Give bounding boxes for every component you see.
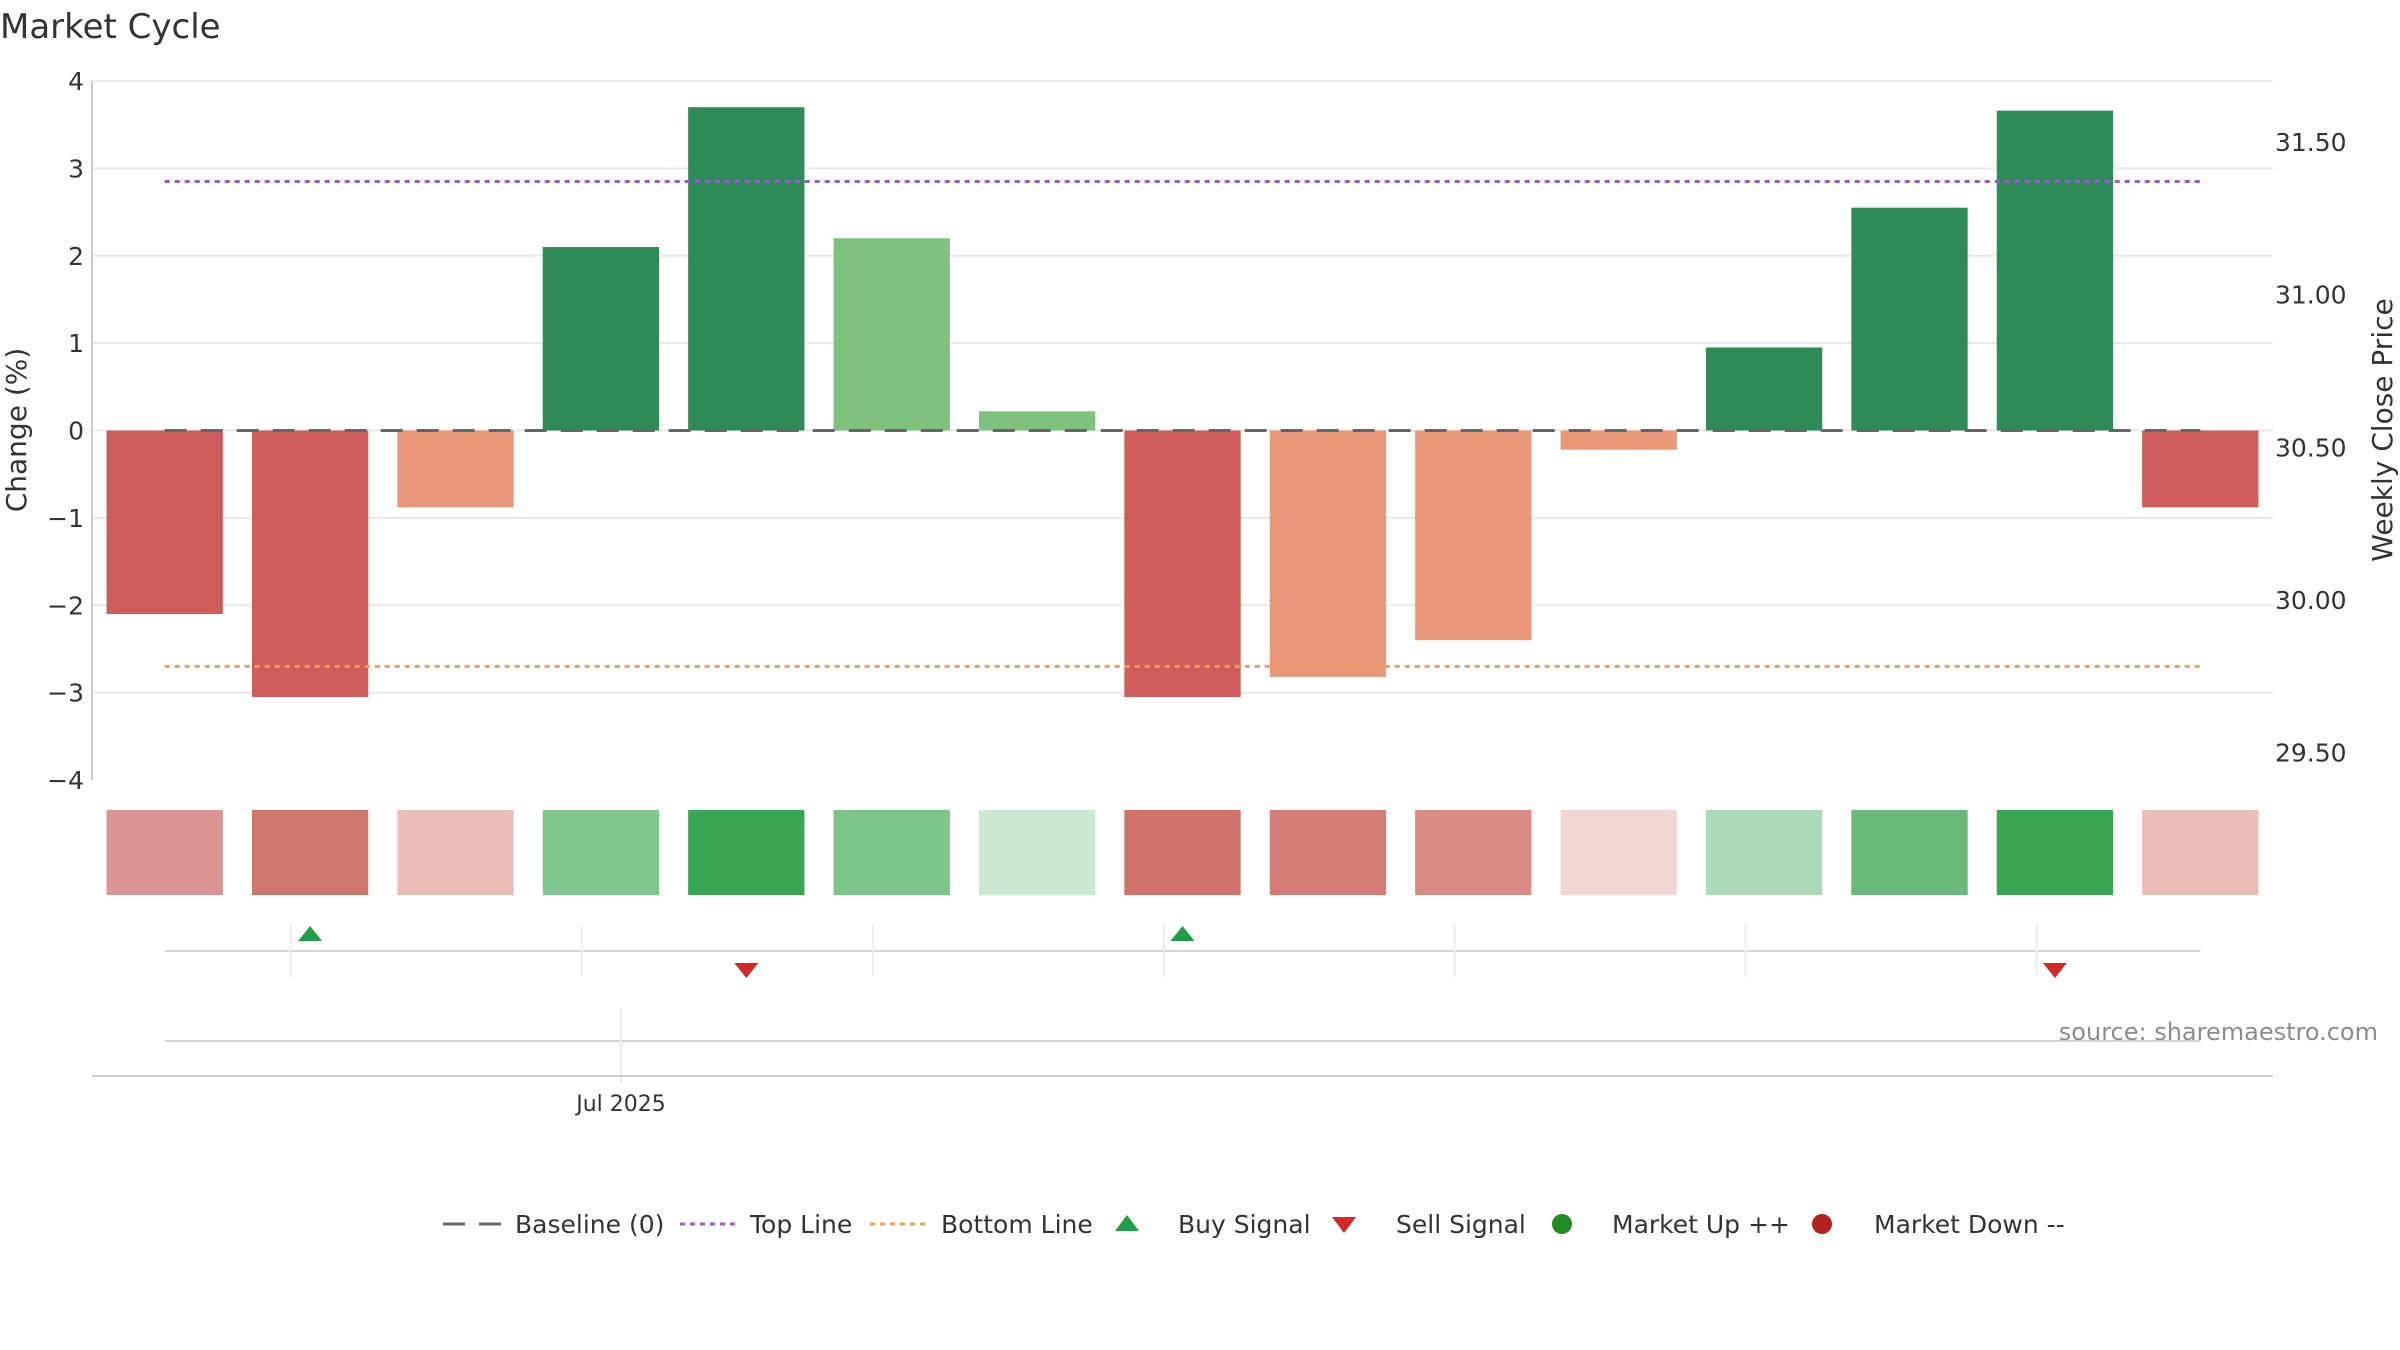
- heat-cell: [978, 810, 1096, 895]
- legend-label: Sell Signal: [1396, 1210, 1526, 1239]
- heat-cell: [2142, 810, 2259, 895]
- y-tick-label: 3: [68, 154, 84, 183]
- legend-sell-signal-swatch: [1332, 1217, 1356, 1233]
- bar: [1415, 430, 1532, 641]
- y2-tick-label: 30.50: [2275, 433, 2347, 462]
- legend: Baseline (0) Top Line Bottom Line Buy Signa…: [443, 1210, 2065, 1239]
- heat-cell: [833, 810, 950, 895]
- chart-title: Market Cycle: [0, 7, 221, 47]
- bar: [1851, 207, 1968, 431]
- heat-cell: [1851, 810, 1968, 895]
- legend-market-down-swatch: [1812, 1214, 1832, 1234]
- sell-signal-marker: [2042, 963, 2067, 978]
- y2-tick-label: 31.50: [2275, 128, 2347, 157]
- bar: [251, 430, 369, 697]
- legend-buy-signal-swatch: [1115, 1215, 1139, 1231]
- y-tick-label: 0: [68, 417, 84, 446]
- legend-market-up-swatch: [1552, 1214, 1572, 1234]
- y-tick-label: 1: [68, 329, 84, 358]
- y2-tick-label: 29.50: [2275, 739, 2347, 768]
- bar: [1705, 347, 1823, 431]
- heat-cell: [106, 810, 223, 895]
- y-axis-label: Change (%): [0, 348, 33, 513]
- bar: [1269, 430, 1387, 677]
- heat-cell: [1269, 810, 1387, 895]
- bar: [1560, 430, 1677, 450]
- bar: [106, 430, 223, 614]
- reference-lines: [164, 179, 2201, 668]
- y-tick-label: −2: [47, 591, 84, 620]
- axes: 4 3 2 1 0 −1 −2 −3 −4 31.50 31.00 30.50 30.00 29.50: [47, 67, 2346, 795]
- legend-label: Top Line: [749, 1210, 852, 1239]
- legend-label: Market Up ++: [1612, 1210, 1790, 1239]
- heat-cell: [1560, 810, 1677, 895]
- bar: [397, 430, 514, 508]
- legend-label: Market Down --: [1874, 1210, 2065, 1239]
- y2-axis-label: Weekly Close Price: [2366, 298, 2399, 561]
- time-axis: Jul 2025: [92, 1008, 2273, 1117]
- legend-label: Buy Signal: [1178, 1210, 1311, 1239]
- y2-tick-label: 31.00: [2275, 281, 2347, 310]
- heat-strip: [106, 810, 2259, 895]
- bar: [1996, 110, 2114, 431]
- bars: [106, 107, 2259, 697]
- x-tick-label: Jul 2025: [574, 1092, 666, 1117]
- legend-label: Bottom Line: [941, 1210, 1093, 1239]
- y2-tick-label: 30.00: [2275, 586, 2347, 615]
- buy-signal-marker: [1170, 926, 1195, 941]
- y-tick-label: −4: [47, 766, 84, 795]
- source-note: source: sharemaestro.com: [2059, 1018, 2378, 1046]
- buy-signal-marker: [298, 926, 323, 941]
- legend-label: Baseline (0): [515, 1210, 664, 1239]
- bar: [2142, 430, 2259, 508]
- heat-cell: [1415, 810, 1532, 895]
- bar: [833, 238, 950, 431]
- heat-cell: [251, 810, 369, 895]
- signal-panel: [164, 924, 2201, 978]
- heat-cell: [1124, 810, 1241, 895]
- y-tick-label: −1: [47, 504, 84, 533]
- y-tick-label: 2: [68, 242, 84, 271]
- y-tick-label: −3: [47, 679, 84, 708]
- heat-cell: [688, 810, 805, 895]
- y-tick-label: 4: [68, 67, 84, 96]
- bar: [978, 411, 1096, 431]
- heat-cell: [397, 810, 514, 895]
- bar: [542, 247, 660, 431]
- heat-cell: [1996, 810, 2114, 895]
- bar: [1124, 430, 1241, 697]
- sell-signal-marker: [734, 963, 759, 978]
- bar: [688, 107, 805, 431]
- heat-cell: [1705, 810, 1823, 895]
- heat-cell: [542, 810, 660, 895]
